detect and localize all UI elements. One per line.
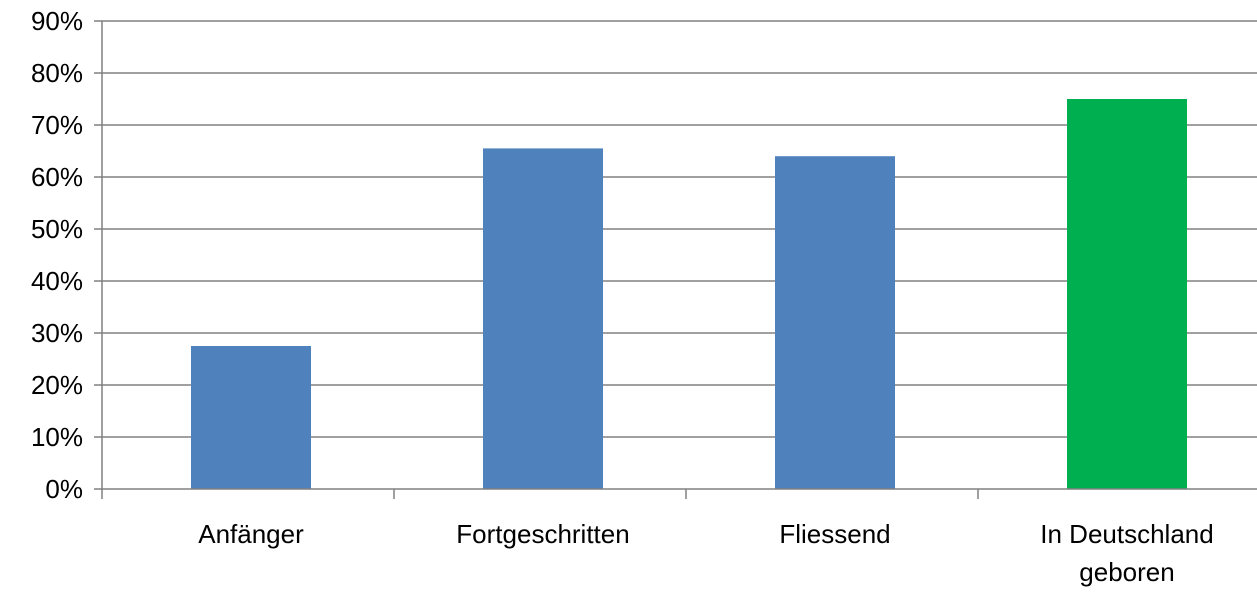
y-tick-label: 90% [31,6,83,36]
bar [483,148,603,489]
y-tick-labels: 0% 10% 20% 30% 40% 50% 60% 70% 80% 90% [31,6,83,504]
y-tick-label: 70% [31,110,83,140]
bars [191,99,1187,489]
y-tick-label: 10% [31,422,83,452]
x-category-label: In Deutschland geboren [1040,519,1213,587]
y-tick-label: 40% [31,266,83,296]
bar [191,346,311,489]
x-category-labels: Anfänger Fortgeschritten Fliessend In Deuts… [198,519,1213,587]
y-tick-label: 60% [31,162,83,192]
y-tick-label: 30% [31,318,83,348]
bar [775,156,895,489]
x-category-label: Anfänger [198,519,304,549]
y-tick-label: 50% [31,214,83,244]
x-category-label: Fliessend [779,519,890,549]
bar [1067,99,1187,489]
x-category-label: Fortgeschritten [456,519,629,549]
y-tick-label: 80% [31,58,83,88]
y-tick-label: 0% [45,474,83,504]
y-tick-label: 20% [31,370,83,400]
axes [94,20,1257,499]
